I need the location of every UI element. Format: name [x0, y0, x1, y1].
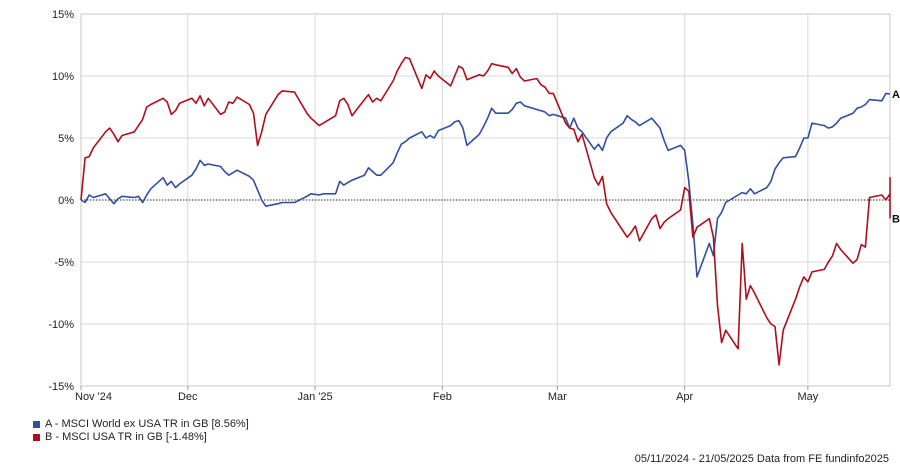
legend-item-a: A - MSCI World ex USA TR in GB [8.56%]: [33, 418, 249, 431]
x-tick-label: Jan '25: [298, 391, 333, 403]
x-tick-label: Nov '24: [75, 391, 112, 403]
legend-item-b: B - MSCI USA TR in GB [-1.48%]: [33, 431, 249, 444]
y-tick-label: -5%: [54, 257, 74, 269]
legend-swatch-a: [33, 421, 40, 428]
x-tick-label: Apr: [676, 391, 693, 403]
series-line-a: [80, 92, 891, 278]
y-tick-label: 5%: [58, 133, 74, 145]
y-tick-label: -15%: [48, 381, 74, 393]
y-tick-label: -10%: [48, 319, 74, 331]
x-axis: Nov '24 Dec Jan '25 Feb Mar Apr May: [75, 386, 819, 403]
y-tick-label: 10%: [52, 71, 74, 83]
y-axis: 15% 10% 5% 0% -5% -10% -15%: [48, 9, 74, 393]
legend-swatch-b: [33, 434, 40, 441]
series-end-label-a: A: [892, 89, 900, 101]
legend-label-a: A - MSCI World ex USA TR in GB [8.56%]: [45, 418, 249, 430]
x-tick-label: Dec: [178, 391, 198, 403]
series-layer: [80, 56, 891, 366]
series-line-b: [80, 56, 891, 366]
y-tick-label: 0%: [58, 195, 74, 207]
y-tick-label: 15%: [52, 9, 74, 21]
end-labels: AB: [892, 89, 900, 225]
data-source-footer: 05/11/2024 - 21/05/2025 Data from FE fun…: [634, 453, 889, 465]
x-tick-label: Mar: [548, 391, 567, 403]
legend-label-b: B - MSCI USA TR in GB [-1.48%]: [45, 431, 207, 443]
series-end-label-b: B: [892, 213, 900, 225]
legend: A - MSCI World ex USA TR in GB [8.56%] B…: [33, 418, 249, 444]
x-tick-label: Feb: [433, 391, 452, 403]
x-tick-label: May: [797, 391, 818, 403]
